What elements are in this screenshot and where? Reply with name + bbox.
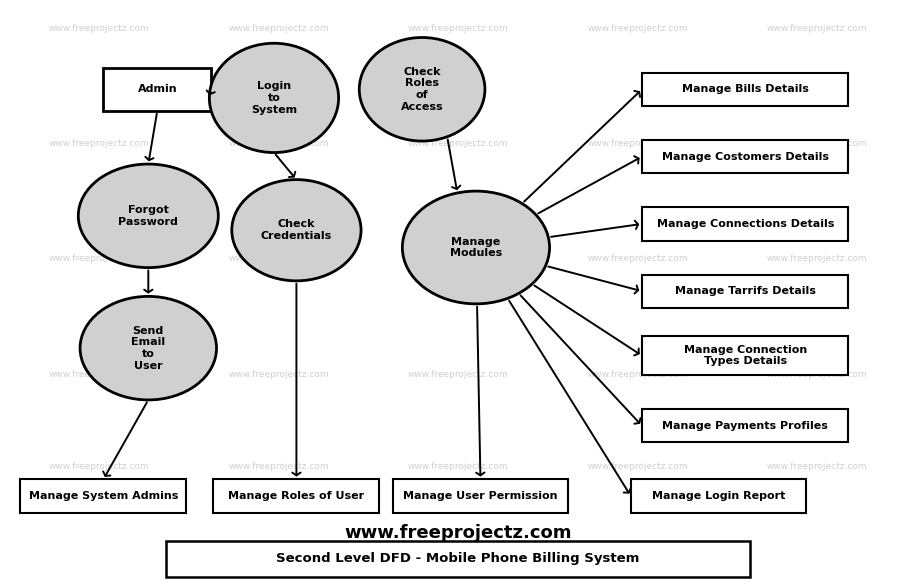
Text: www.freeprojectz.com: www.freeprojectz.com — [767, 461, 867, 471]
Text: Manage Connection
Types Details: Manage Connection Types Details — [683, 345, 807, 366]
Bar — [393, 480, 568, 512]
Text: Manage Roles of User: Manage Roles of User — [228, 491, 365, 501]
Text: Manage Login Report: Manage Login Report — [651, 491, 785, 501]
Ellipse shape — [80, 296, 216, 400]
Bar — [642, 409, 848, 443]
Text: www.freeprojectz.com: www.freeprojectz.com — [344, 524, 572, 542]
Ellipse shape — [402, 191, 550, 304]
Text: www.freeprojectz.com: www.freeprojectz.com — [408, 461, 508, 471]
Text: www.freeprojectz.com: www.freeprojectz.com — [587, 255, 688, 264]
Text: www.freeprojectz.com: www.freeprojectz.com — [767, 370, 867, 379]
Text: www.freeprojectz.com: www.freeprojectz.com — [49, 370, 149, 379]
Text: www.freeprojectz.com: www.freeprojectz.com — [408, 255, 508, 264]
Text: www.freeprojectz.com: www.freeprojectz.com — [408, 370, 508, 379]
Text: www.freeprojectz.com: www.freeprojectz.com — [587, 370, 688, 379]
Text: www.freeprojectz.com: www.freeprojectz.com — [228, 255, 329, 264]
Text: Manage Connections Details: Manage Connections Details — [657, 219, 834, 229]
Text: www.freeprojectz.com: www.freeprojectz.com — [228, 140, 329, 149]
Text: Manage
Modules: Manage Modules — [450, 237, 502, 258]
Text: Manage User Permission: Manage User Permission — [403, 491, 558, 501]
Text: www.freeprojectz.com: www.freeprojectz.com — [49, 255, 149, 264]
Text: www.freeprojectz.com: www.freeprojectz.com — [767, 25, 867, 33]
Bar — [642, 140, 848, 173]
Text: Manage Bills Details: Manage Bills Details — [682, 85, 809, 95]
Bar — [642, 336, 848, 375]
Ellipse shape — [359, 38, 485, 141]
Ellipse shape — [210, 43, 339, 153]
Text: Check
Roles
of
Access: Check Roles of Access — [401, 67, 443, 112]
Bar — [642, 73, 848, 106]
Text: Login
to
System: Login to System — [251, 82, 297, 114]
Text: Manage Payments Profiles: Manage Payments Profiles — [662, 421, 828, 431]
Text: Check
Credentials: Check Credentials — [261, 220, 332, 241]
Text: www.freeprojectz.com: www.freeprojectz.com — [228, 370, 329, 379]
Bar — [104, 68, 212, 111]
Text: Forgot
Password: Forgot Password — [118, 205, 179, 227]
Text: www.freeprojectz.com: www.freeprojectz.com — [587, 461, 688, 471]
Text: www.freeprojectz.com: www.freeprojectz.com — [767, 140, 867, 149]
Text: Manage Tarrifs Details: Manage Tarrifs Details — [675, 286, 815, 296]
Bar — [642, 207, 848, 241]
Text: www.freeprojectz.com: www.freeprojectz.com — [49, 140, 149, 149]
Text: www.freeprojectz.com: www.freeprojectz.com — [587, 25, 688, 33]
Text: www.freeprojectz.com: www.freeprojectz.com — [587, 140, 688, 149]
Text: Second Level DFD - Mobile Phone Billing System: Second Level DFD - Mobile Phone Billing … — [277, 552, 639, 565]
Text: www.freeprojectz.com: www.freeprojectz.com — [49, 25, 149, 33]
Text: www.freeprojectz.com: www.freeprojectz.com — [228, 461, 329, 471]
Bar — [20, 480, 187, 512]
Bar — [213, 480, 379, 512]
Bar — [642, 275, 848, 308]
Ellipse shape — [78, 164, 218, 268]
Text: Manage System Admins: Manage System Admins — [28, 491, 178, 501]
Bar — [166, 541, 749, 576]
Text: Send
Email
to
User: Send Email to User — [131, 326, 166, 370]
Bar — [631, 480, 806, 512]
Text: Manage Costomers Details: Manage Costomers Details — [661, 151, 829, 161]
Text: Admin: Admin — [137, 85, 177, 95]
Text: www.freeprojectz.com: www.freeprojectz.com — [408, 140, 508, 149]
Text: www.freeprojectz.com: www.freeprojectz.com — [767, 255, 867, 264]
Text: www.freeprojectz.com: www.freeprojectz.com — [408, 25, 508, 33]
Ellipse shape — [232, 180, 361, 281]
Text: www.freeprojectz.com: www.freeprojectz.com — [49, 461, 149, 471]
Text: www.freeprojectz.com: www.freeprojectz.com — [228, 25, 329, 33]
